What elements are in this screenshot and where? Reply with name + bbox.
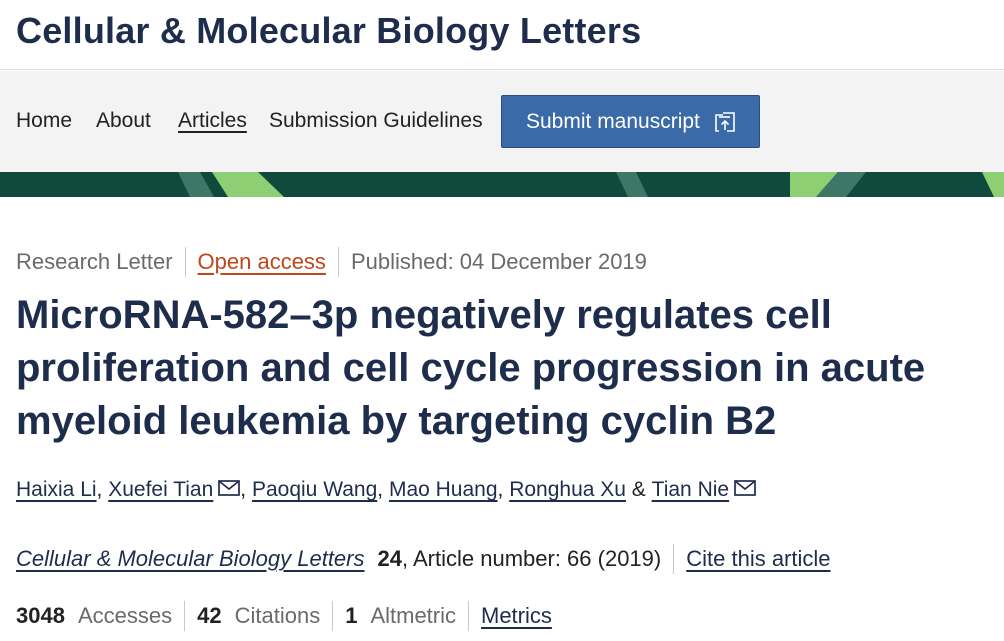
author-separator: , — [377, 478, 389, 501]
nav-articles[interactable]: Articles — [178, 109, 247, 132]
altmetric-count: 1 — [345, 603, 358, 628]
article-number: , Article number: 66 (2019) — [401, 546, 662, 571]
citation-row: Cellular & Molecular Biology Letters 24 … — [16, 543, 831, 575]
accesses-label: Accesses — [77, 603, 173, 628]
submit-manuscript-button[interactable]: Submit manuscript — [501, 95, 760, 148]
journal-title-link[interactable]: Cellular & Molecular Biology Letters — [16, 10, 642, 51]
open-access-link[interactable]: Open access — [197, 249, 326, 274]
accesses-count: 3048 — [16, 603, 65, 628]
journal-header: Cellular & Molecular Biology Letters — [0, 0, 1004, 70]
submit-manuscript-label: Submit manuscript — [526, 109, 700, 133]
author-link[interactable]: Paoqiu Wang — [251, 478, 378, 501]
email-icon[interactable] — [218, 480, 241, 496]
nav-home[interactable]: Home — [16, 109, 73, 132]
author-separator: , — [96, 478, 109, 501]
metrics-link[interactable]: Metrics — [481, 603, 552, 628]
metrics-divider — [184, 601, 186, 631]
submit-upload-icon — [715, 112, 735, 132]
author-separator: & — [625, 478, 652, 501]
metrics-row: 3048 Accesses 42 Citations 1 Altmetric M… — [16, 600, 552, 632]
author-separator: , — [497, 478, 510, 501]
meta-divider — [337, 247, 339, 277]
citations-count: 42 — [197, 603, 222, 628]
citation-journal-link[interactable]: Cellular & Molecular Biology Letters — [16, 546, 365, 571]
author-link[interactable]: Mao Huang — [388, 478, 498, 501]
meta-divider — [184, 247, 186, 277]
email-icon[interactable] — [734, 480, 756, 496]
metrics-divider — [332, 601, 334, 631]
cite-this-article-link[interactable]: Cite this article — [686, 546, 831, 571]
article-meta: Research Letter Open access Published: 0… — [16, 246, 647, 278]
author-separator: , — [240, 478, 252, 501]
citation-divider — [673, 544, 675, 574]
metrics-divider — [468, 601, 469, 631]
author-link[interactable]: Tian Nie — [651, 478, 730, 501]
altmetric-label: Altmetric — [370, 603, 456, 628]
nav-submission-guidelines[interactable]: Submission Guidelines — [269, 109, 483, 132]
article-type: Research Letter — [16, 249, 173, 274]
author-link[interactable]: Haixia Li — [16, 478, 97, 501]
banner-pattern — [178, 172, 1004, 197]
published-date: Published: 04 December 2019 — [350, 249, 647, 274]
nav-about[interactable]: About — [96, 109, 151, 132]
article-title: MicroRNA-582–3p negatively regulates cel… — [16, 293, 926, 443]
author-link[interactable]: Xuefei Tian — [108, 478, 214, 501]
author-list: Haixia Li, Xuefei Tian , Paoqiu Wang, Ma… — [16, 478, 756, 502]
volume-number: 24 — [377, 546, 402, 571]
decorative-banner — [0, 172, 1004, 197]
main-nav: Home About Articles Submission Guideline… — [0, 71, 1004, 172]
citations-label: Citations — [234, 603, 321, 628]
author-link[interactable]: Ronghua Xu — [509, 478, 626, 501]
